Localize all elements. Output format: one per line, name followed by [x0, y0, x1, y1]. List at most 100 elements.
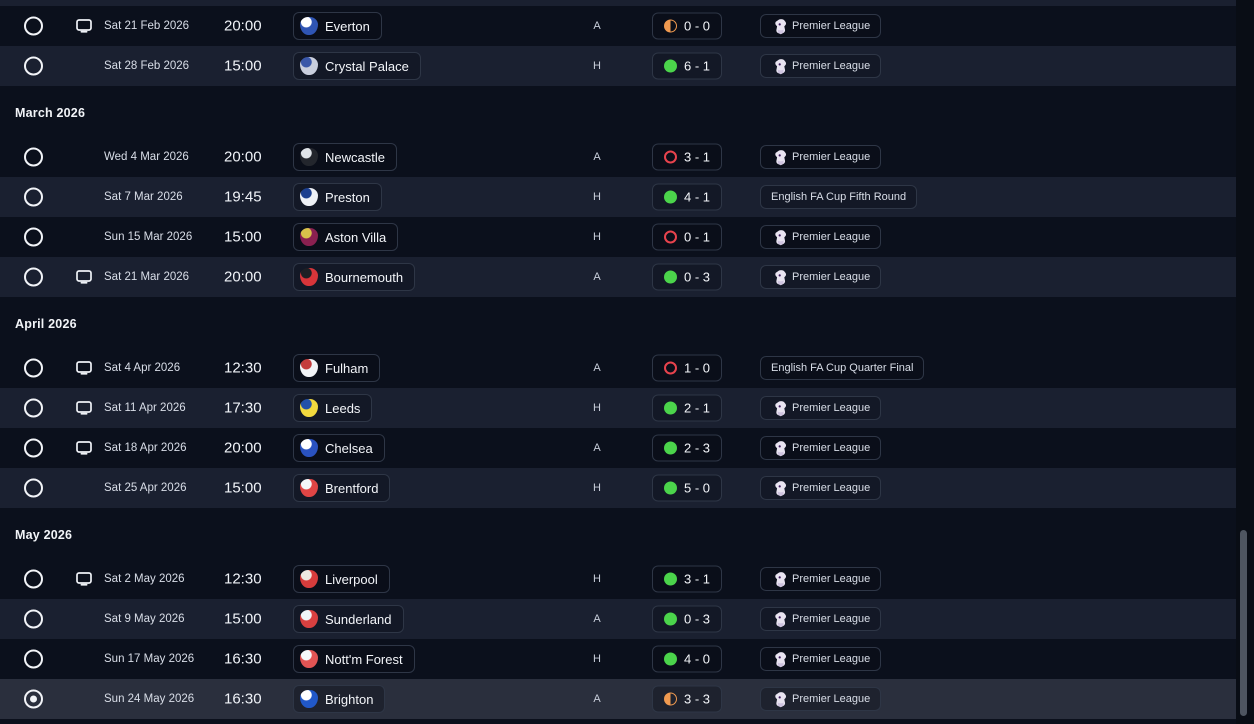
result-chip[interactable]: 2 - 3 [651, 434, 722, 462]
fixture-row[interactable]: Sat 4 Apr 2026 12:30 Fulham A 1 - 0 Engl… [0, 348, 1236, 388]
result-chip[interactable]: 1 - 0 [651, 354, 722, 382]
competition-name: Premier League [792, 402, 871, 414]
result-win-icon [663, 190, 677, 204]
opponent-chip[interactable]: Brentford [293, 474, 391, 502]
fixture-row[interactable]: Sat 11 Apr 2026 17:30 Leeds H 2 - 1 Prem… [0, 388, 1236, 428]
fixture-row[interactable]: Wed 4 Mar 2026 20:00 Newcastle A 3 - 1 P… [0, 137, 1236, 177]
result-chip[interactable]: 0 - 0 [651, 12, 722, 40]
fixture-radio[interactable] [24, 227, 43, 247]
competition-name: Premier League [792, 573, 871, 585]
fixture-time: 16:30 [224, 690, 262, 708]
competition-name: English FA Cup Fifth Round [771, 191, 907, 203]
result-chip[interactable]: 0 - 3 [651, 263, 722, 291]
result-chip[interactable]: 3 - 1 [651, 565, 722, 593]
fixture-row[interactable]: Sat 18 Apr 2026 20:00 Chelsea A 2 - 3 Pr… [0, 428, 1236, 468]
competition-name: Premier League [792, 653, 871, 665]
opponent-chip[interactable]: Preston [293, 183, 382, 211]
venue-indicator: H [593, 231, 601, 243]
score: 4 - 1 [683, 189, 710, 205]
score: 3 - 1 [683, 571, 710, 587]
everton-crest-icon [300, 17, 318, 35]
competition-chip[interactable]: Premier League [760, 265, 882, 289]
fixture-radio[interactable] [24, 478, 43, 498]
opponent-chip[interactable]: Brighton [293, 685, 386, 713]
premier-league-icon [771, 400, 786, 417]
score: 2 - 3 [683, 440, 710, 456]
competition-chip[interactable]: Premier League [760, 436, 882, 460]
competition-name: Premier League [792, 60, 871, 72]
competition-chip[interactable]: English FA Cup Quarter Final [760, 356, 925, 380]
fixture-row[interactable]: Sat 9 May 2026 15:00 Sunderland A 0 - 3 … [0, 599, 1236, 639]
opponent-chip[interactable]: Newcastle [293, 143, 397, 171]
fixture-radio[interactable] [24, 358, 43, 378]
result-chip[interactable]: 0 - 3 [651, 605, 722, 633]
opponent-chip[interactable]: Liverpool [293, 565, 390, 593]
competition-chip[interactable]: Premier League [760, 647, 882, 671]
fixture-radio[interactable] [24, 187, 43, 207]
result-chip[interactable]: 4 - 0 [651, 645, 722, 673]
fixture-radio[interactable] [24, 569, 43, 589]
opponent-chip[interactable]: Nott'm Forest [293, 645, 415, 673]
competition-chip[interactable]: Premier League [760, 396, 882, 420]
opponent-chip[interactable]: Sunderland [293, 605, 404, 633]
competition-chip[interactable]: Premier League [760, 476, 882, 500]
opponent-chip[interactable]: Leeds [293, 394, 373, 422]
fixture-radio-selected[interactable] [24, 689, 43, 709]
fixture-row[interactable]: Sat 28 Feb 2026 15:00 Crystal Palace H 6… [0, 46, 1236, 86]
opponent-chip[interactable]: Everton [293, 12, 382, 40]
fixture-radio[interactable] [24, 438, 43, 458]
competition-name: Premier League [792, 613, 871, 625]
competition-name: English FA Cup Quarter Final [771, 362, 914, 374]
competition-chip[interactable]: Premier League [760, 687, 882, 711]
competition-chip[interactable]: Premier League [760, 567, 882, 591]
competition-chip[interactable]: Premier League [760, 54, 882, 78]
fixture-row[interactable]: Sat 21 Feb 2026 20:00 Everton A 0 - 0 Pr… [0, 6, 1236, 46]
result-chip[interactable]: 6 - 1 [651, 52, 722, 80]
competition-chip[interactable]: Premier League [760, 607, 882, 631]
opponent-chip[interactable]: Crystal Palace [293, 52, 421, 80]
result-chip[interactable]: 3 - 1 [651, 143, 722, 171]
fixture-radio[interactable] [24, 16, 43, 36]
venue-indicator: H [593, 60, 601, 72]
result-chip[interactable]: 0 - 1 [651, 223, 722, 251]
competition-chip[interactable]: Premier League [760, 225, 882, 249]
premier-league-icon [771, 18, 786, 35]
opponent-chip[interactable]: Aston Villa [293, 223, 399, 251]
result-draw-icon [663, 19, 677, 33]
venue-indicator: H [593, 191, 601, 203]
fixture-radio[interactable] [24, 267, 43, 287]
scrollbar-thumb[interactable] [1240, 530, 1247, 716]
month-header: April 2026 [0, 297, 1236, 348]
fixture-row-selected[interactable]: Sun 24 May 2026 16:30 Brighton A 3 - 3 P… [0, 679, 1236, 719]
result-draw-icon [663, 692, 677, 706]
venue-indicator: A [593, 442, 601, 454]
score: 3 - 1 [683, 149, 710, 165]
score: 4 - 0 [683, 651, 710, 667]
competition-chip[interactable]: Premier League [760, 145, 882, 169]
opponent-name: Sunderland [325, 611, 392, 627]
fixture-radio[interactable] [24, 56, 43, 76]
fixture-radio[interactable] [24, 609, 43, 629]
fixture-row[interactable]: Sat 21 Mar 2026 20:00 Bournemouth A 0 - … [0, 257, 1236, 297]
opponent-name: Everton [325, 18, 370, 34]
fixture-row[interactable]: Sun 15 Mar 2026 15:00 Aston Villa H 0 - … [0, 217, 1236, 257]
fixture-row[interactable]: Sat 2 May 2026 12:30 Liverpool H 3 - 1 P… [0, 559, 1236, 599]
opponent-chip[interactable]: Chelsea [293, 434, 385, 462]
competition-chip[interactable]: English FA Cup Fifth Round [760, 185, 918, 209]
opponent-chip[interactable]: Bournemouth [293, 263, 416, 291]
fixture-row[interactable]: Sat 7 Mar 2026 19:45 Preston H 4 - 1 Eng… [0, 177, 1236, 217]
fixture-row[interactable]: Sun 17 May 2026 16:30 Nott'm Forest H 4 … [0, 639, 1236, 679]
result-chip[interactable]: 4 - 1 [651, 183, 722, 211]
competition-chip[interactable]: Premier League [760, 14, 882, 38]
result-win-icon [663, 59, 677, 73]
fixture-radio[interactable] [24, 147, 43, 167]
fixture-radio[interactable] [24, 649, 43, 669]
result-chip[interactable]: 5 - 0 [651, 474, 722, 502]
fixture-row[interactable]: Sat 25 Apr 2026 15:00 Brentford H 5 - 0 … [0, 468, 1236, 508]
fixture-time: 12:30 [224, 570, 262, 588]
fixture-radio[interactable] [24, 398, 43, 418]
premier-league-icon [771, 691, 786, 708]
result-chip[interactable]: 3 - 3 [651, 685, 722, 713]
result-chip[interactable]: 2 - 1 [651, 394, 722, 422]
opponent-chip[interactable]: Fulham [293, 354, 381, 382]
